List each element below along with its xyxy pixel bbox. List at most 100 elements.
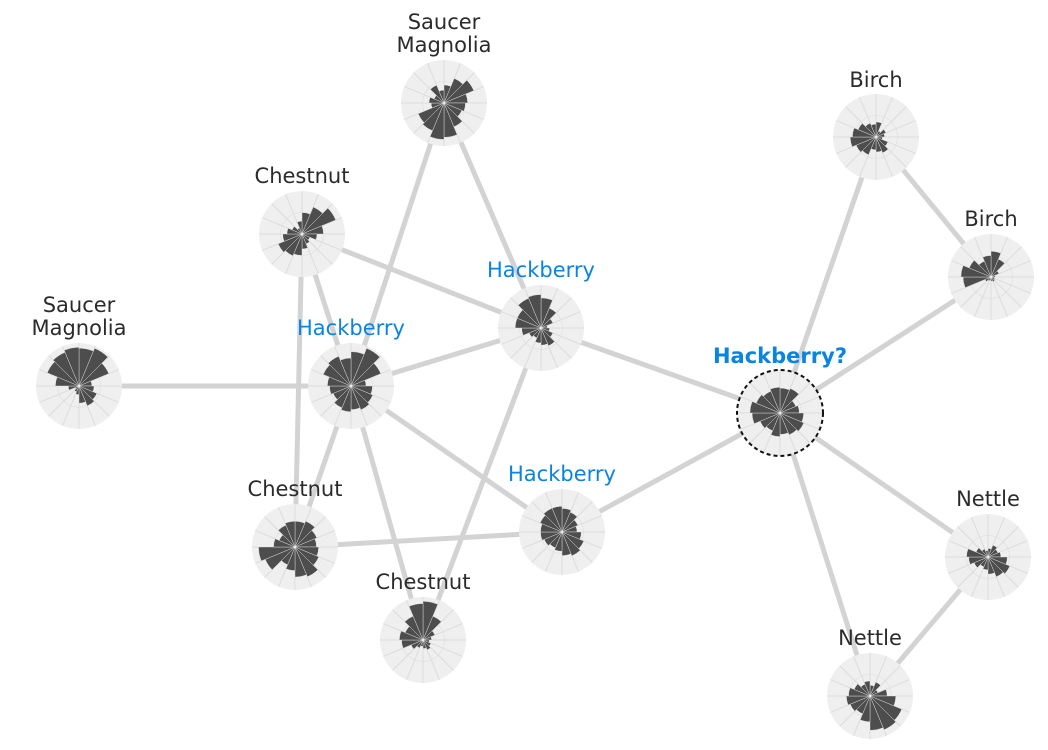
petal-chestnut-upper-2: [301, 207, 336, 235]
petal-hackberry-center-2: [540, 318, 554, 329]
petal-nettle-bottom-8: [859, 695, 871, 722]
node-query-node[interactable]: Hackberry?: [713, 344, 847, 457]
petal-hackberry-left-2: [350, 362, 382, 387]
node-label: Nettle: [956, 487, 1020, 511]
query-highlight-ring: [736, 369, 824, 457]
petal-birch-top-2: [875, 129, 887, 138]
petal-hackberry-left-8: [340, 385, 352, 412]
petal-birch-right-1: [990, 258, 1005, 278]
node-nettle-right[interactable]: Nettle: [945, 487, 1031, 600]
petal-birch-right-0: [990, 251, 1002, 278]
petal-chestnut-upper-13: [291, 226, 303, 235]
petal-hackberry-lower-6: [561, 531, 581, 557]
node-birch-top[interactable]: Birch: [833, 68, 919, 180]
node-label: Magnolia: [31, 316, 126, 340]
petal-hackberry-center-15: [527, 294, 542, 329]
petal-hackberry-center-7: [540, 327, 548, 346]
petal-query-node-1: [779, 388, 800, 414]
petal-nettle-bottom-11: [846, 695, 871, 706]
petal-birch-top-6: [875, 136, 889, 154]
edge-saucer-magnolia-top-to-hackberry-left: [348, 100, 447, 389]
grid-spoke: [990, 276, 1008, 317]
node-chestnut-upper[interactable]: Chestnut: [255, 164, 350, 277]
petal-birch-top-3: [875, 133, 885, 138]
petal-chestnut-bottom-1: [422, 615, 442, 641]
petal-birch-top-7: [875, 136, 882, 153]
petal-chestnut-upper-11: [282, 233, 303, 242]
node-label: Saucer: [43, 293, 116, 317]
petal-nettle-bottom-6: [869, 695, 897, 730]
petal-hackberry-lower-7: [561, 531, 572, 556]
petal-hackberry-lower-1: [561, 511, 578, 533]
petal-nettle-bottom-15: [864, 680, 871, 697]
petal-query-node-15: [769, 387, 781, 414]
petal-chestnut-lower-left-15: [284, 521, 296, 548]
petal-hackberry-lower-15: [551, 506, 563, 533]
node-label: Hackberry: [487, 258, 595, 282]
petal-birch-right-12: [960, 265, 992, 278]
edge-hackberry-left-to-chestnut-bottom: [348, 383, 426, 643]
petal-hackberry-left-6: [350, 385, 370, 411]
node-label: Hackberry: [508, 462, 616, 486]
node-label: Saucer: [408, 10, 481, 34]
grid-spoke: [48, 385, 80, 417]
petal-birch-right-13: [968, 260, 992, 278]
petal-chestnut-bottom-15: [408, 603, 424, 641]
node-birch-right[interactable]: Birch: [948, 207, 1034, 320]
petal-query-node-6: [779, 412, 797, 436]
node-label: Birch: [849, 68, 902, 92]
petal-nettle-bottom-7: [869, 695, 884, 731]
node-chestnut-bottom[interactable]: Chestnut: [376, 570, 471, 683]
petal-query-node-12: [749, 401, 781, 414]
edge-hackberry-center-to-chestnut-bottom: [420, 325, 544, 643]
petal-birch-right-15: [982, 255, 992, 278]
petal-birch-top-13: [857, 123, 877, 138]
node-hackberry-left[interactable]: Hackberry: [297, 316, 405, 429]
petal-chestnut-bottom-6: [422, 639, 431, 651]
edge-chestnut-lower-left-to-hackberry-lower: [292, 529, 565, 550]
petal-chestnut-lower-left-6: [294, 546, 319, 578]
petal-birch-top-11: [850, 136, 877, 148]
petal-chestnut-bottom-7: [422, 639, 427, 649]
petal-hackberry-left-9: [334, 385, 352, 409]
node-hackberry-lower[interactable]: Hackberry: [508, 462, 616, 575]
node-label: Nettle: [838, 626, 902, 650]
node-label: Chestnut: [248, 477, 343, 501]
petal-birch-top-14: [865, 122, 877, 138]
petal-nettle-right-6: [987, 556, 1004, 578]
petal-birch-right-6: [990, 276, 995, 282]
node-label: Birch: [964, 207, 1017, 231]
petal-nettle-right-15: [985, 550, 989, 558]
petal-hackberry-center-6: [540, 327, 555, 347]
petal-saucer-magnolia-top-3: [443, 93, 468, 104]
petal-chestnut-upper-10: [277, 233, 303, 253]
petal-birch-right-3: [990, 275, 996, 278]
edge-chestnut-upper-to-chestnut-lower-left: [292, 231, 305, 550]
petal-saucer-magnolia-left-9: [74, 385, 80, 393]
node-label: Hackberry: [297, 316, 405, 340]
petal-query-node-13: [755, 394, 781, 414]
grid-spoke: [974, 276, 992, 317]
petal-birch-right-7: [990, 276, 993, 282]
node-nettle-bottom[interactable]: Nettle: [827, 626, 913, 739]
node-label: Magnolia: [396, 33, 491, 57]
petal-saucer-magnolia-top-15: [438, 89, 445, 104]
petal-saucer-magnolia-left-6: [78, 385, 95, 407]
petal-chestnut-lower-left-7: [294, 546, 307, 578]
node-hackberry-center[interactable]: Hackberry: [487, 258, 595, 371]
petal-saucer-magnolia-left-1: [78, 348, 109, 387]
petal-saucer-magnolia-top-2: [443, 79, 475, 104]
petal-chestnut-upper-3: [301, 225, 324, 235]
node-chestnut-lower-left[interactable]: Chestnut: [248, 477, 343, 590]
petal-saucer-magnolia-top-9: [422, 102, 445, 132]
petal-hackberry-left-14: [327, 355, 352, 387]
node-label: Chestnut: [376, 570, 471, 594]
petal-saucer-magnolia-left-2: [78, 362, 110, 387]
petal-hackberry-left-15: [340, 357, 352, 387]
petal-birch-right-2: [990, 270, 1000, 278]
petal-saucer-magnolia-top-10: [417, 102, 445, 124]
